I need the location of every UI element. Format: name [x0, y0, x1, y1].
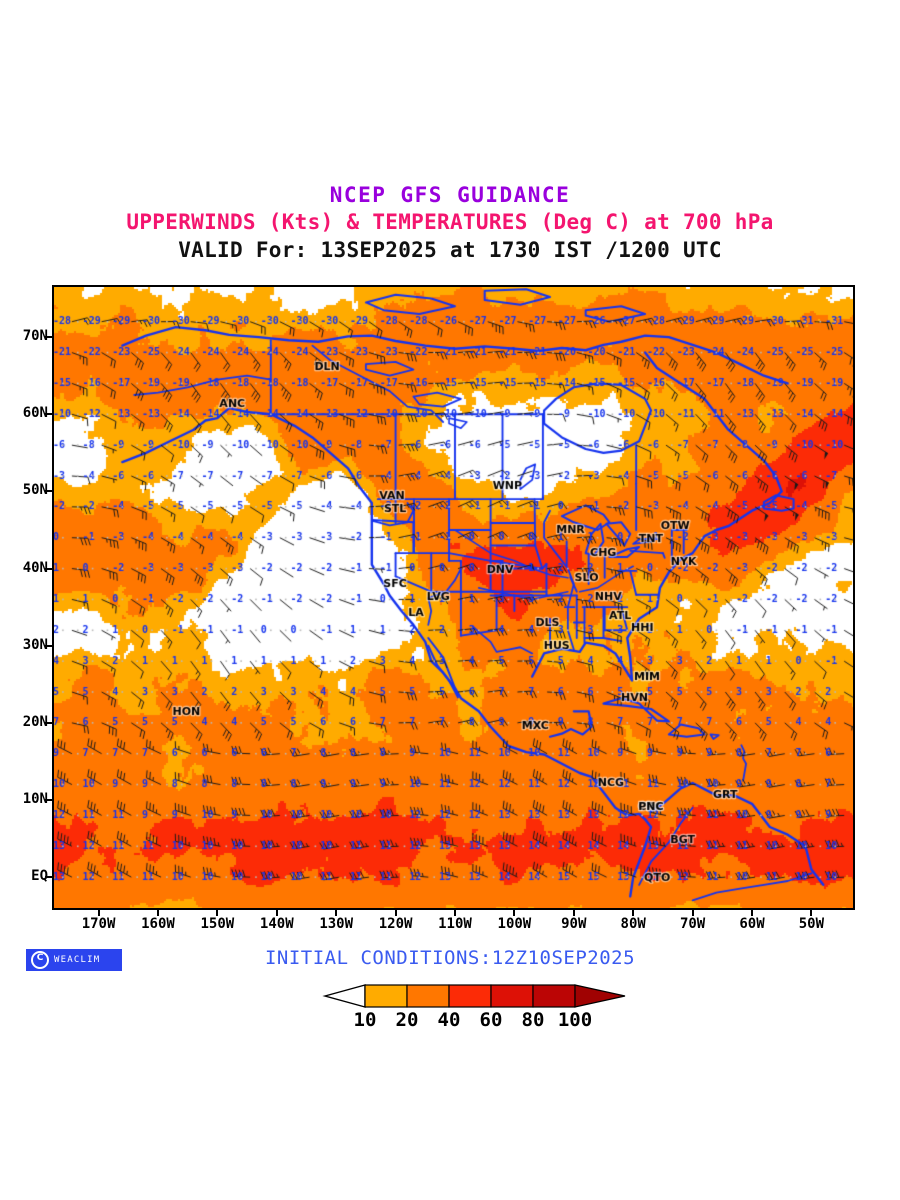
x-axis-tick-mark	[335, 909, 338, 916]
x-axis-tick-label: 100W	[497, 916, 532, 932]
colorbar-tick-label: 20	[395, 1009, 419, 1031]
chart-valid-time: VALID For: 13SEP2025 at 1730 IST /1200 U…	[178, 238, 722, 262]
colorbar-tick-label: 60	[479, 1009, 503, 1031]
x-axis-tick-mark	[751, 909, 753, 916]
y-axis-tick-label: 20N	[22, 713, 48, 730]
x-axis-tick-label: 160W	[141, 916, 175, 932]
weather-map-canvas[interactable]	[54, 287, 853, 908]
x-axis-tick-mark	[572, 909, 575, 916]
x-axis-tick-label: 130W	[319, 916, 354, 932]
x-axis-tick-label: 90W	[561, 916, 587, 932]
map-plot-area[interactable]	[52, 285, 855, 910]
chart-title-block: NCEP GFS GUIDANCE UPPERWINDS (Kts) & TEM…	[0, 182, 900, 264]
colorbar-swatch	[532, 984, 576, 1008]
colorbar-tick-label: 100	[557, 1009, 593, 1031]
y-axis-tick-mark	[45, 644, 52, 647]
colorbar-swatch	[448, 984, 492, 1008]
x-axis-tick-mark	[156, 909, 159, 916]
x-axis-tick-label: 120W	[378, 916, 413, 932]
y-axis-tick-label: 10N	[22, 791, 48, 807]
x-axis-tick-mark	[453, 909, 456, 916]
y-axis-tick-label: 70N	[22, 328, 48, 345]
y-axis-tick-label: EQ	[31, 868, 48, 885]
x-axis-tick-label: 60W	[739, 916, 765, 932]
chart-subtitle: UPPERWINDS (Kts) & TEMPERATURES (Deg C) …	[126, 210, 774, 234]
y-axis-tick-mark	[45, 490, 52, 493]
x-axis-tick-mark	[691, 909, 694, 916]
y-axis-tick-label: 40N	[22, 559, 48, 576]
x-axis-tick-label: 140W	[259, 916, 294, 932]
colorbar-tick-label: 10	[353, 1009, 377, 1031]
y-axis-tick-label: 60N	[22, 405, 48, 422]
initial-conditions-label: INITIAL CONDITIONS:12Z10SEP2025	[264, 947, 636, 969]
colorbar-over-arrow	[574, 984, 626, 1008]
page-title: NCEP GFS GUIDANCE	[329, 183, 571, 207]
colorbar-swatch	[406, 984, 450, 1008]
y-axis-tick-label: 30N	[22, 636, 48, 653]
y-axis-tick-mark	[45, 336, 52, 339]
x-axis-tick-mark	[275, 909, 278, 916]
colorbar-under-arrow	[322, 984, 366, 1008]
colorbar-tick-label: 80	[521, 1009, 545, 1031]
x-axis-tick-mark	[513, 909, 516, 916]
weaclim-logo: C WEACLIM	[26, 949, 122, 971]
colorbar-tick-labels: 10 20 40 60 80 100	[318, 1009, 638, 1035]
x-axis-tick-label: 50W	[798, 916, 825, 932]
x-axis-tick-mark	[216, 909, 219, 916]
weaclim-logo-label: WEACLIM	[54, 955, 101, 965]
x-axis-tick-label: 170W	[81, 916, 116, 932]
y-axis-tick-mark	[45, 876, 52, 879]
x-axis-tick-label: 80W	[620, 916, 646, 932]
x-axis-tick-label: 110W	[438, 916, 472, 932]
colorbar-swatch	[490, 984, 534, 1008]
colorbar-swatch	[364, 984, 408, 1008]
colorbar-swatches	[322, 984, 626, 1008]
x-axis-tick-label: 150W	[200, 916, 235, 932]
y-axis-tick-mark	[45, 721, 52, 724]
colorbar-tick-label: 40	[437, 1009, 461, 1031]
copyright-icon: C	[31, 951, 49, 969]
y-axis-tick-label: 50N	[22, 482, 48, 499]
x-axis-tick-mark	[394, 909, 397, 916]
y-axis-tick-mark	[45, 413, 52, 416]
y-axis-tick-mark	[45, 799, 52, 801]
x-axis-tick-mark	[810, 909, 813, 916]
y-axis-tick-mark	[45, 567, 52, 570]
x-axis-tick-label: 70W	[679, 916, 706, 932]
colorbar: 10 20 40 60 80 100	[318, 983, 638, 1035]
x-axis-tick-mark	[97, 909, 100, 916]
x-axis-tick-mark	[632, 909, 635, 916]
